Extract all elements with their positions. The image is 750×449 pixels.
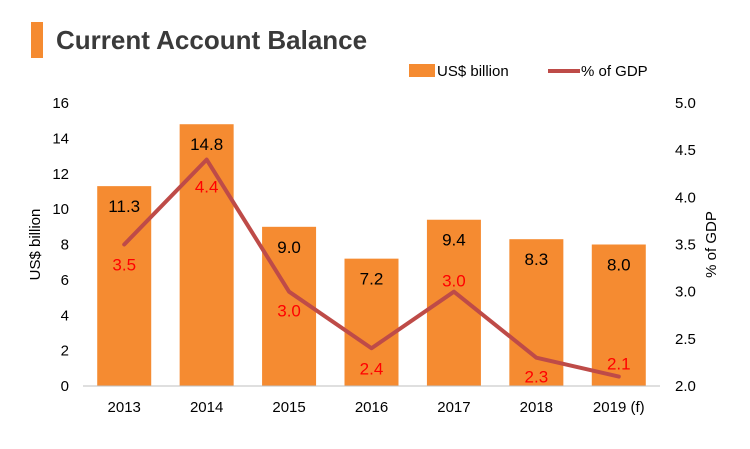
bar: [344, 258, 399, 386]
x-tick-label: 2013: [108, 399, 141, 416]
x-tick-label: 2014: [190, 399, 223, 416]
y-tick-label: 12: [52, 166, 69, 183]
y-tick-label: 16: [52, 95, 69, 112]
y2-tick-label: 4.5: [675, 142, 696, 159]
y-tick-label: 14: [52, 130, 69, 147]
bar: [179, 124, 234, 386]
y2-tick-label: 3.5: [675, 237, 696, 254]
x-tick-label: 2018: [520, 399, 553, 416]
line-data-label: 3.0: [277, 302, 301, 321]
bar: [97, 186, 152, 386]
bar-data-label: 8.3: [525, 250, 549, 269]
x-tick-label: 2019 (f): [593, 399, 645, 416]
bar-data-label: 8.0: [607, 256, 631, 275]
line-data-label: 2.1: [607, 355, 631, 374]
title-accent-bar: [31, 22, 43, 58]
bar-data-label: 14.8: [190, 135, 223, 154]
y-tick-label: 10: [52, 201, 69, 218]
y2-tick-label: 5.0: [675, 95, 696, 112]
bar-data-label: 9.0: [277, 238, 301, 257]
x-tick-label: 2015: [272, 399, 305, 416]
bar-data-label: 7.2: [360, 270, 384, 289]
y-tick-label: 0: [61, 378, 69, 395]
line-data-label: 3.0: [442, 272, 466, 291]
line-data-label: 3.5: [112, 256, 136, 275]
chart-title: Current Account Balance: [56, 25, 368, 55]
y2-tick-label: 2.0: [675, 378, 696, 395]
bar: [591, 244, 646, 386]
line-data-label: 2.4: [360, 359, 384, 378]
gdp-line: [122, 157, 621, 379]
legend-swatch-bars: [409, 64, 435, 77]
y2-tick-label: 4.0: [675, 189, 696, 206]
y2-axis-title: % of GDP: [703, 211, 720, 278]
y-axis-title: US$ billion: [27, 209, 44, 281]
y-tick-label: 2: [61, 343, 69, 360]
y2-tick-label: 3.0: [675, 284, 696, 301]
y-tick-label: 8: [61, 237, 69, 254]
legend-label-line: % of GDP: [581, 63, 648, 80]
x-tick-label: 2016: [355, 399, 388, 416]
y2-tick-label: 2.5: [675, 331, 696, 348]
bar-data-label: 11.3: [108, 197, 140, 216]
x-tick-label: 2017: [437, 399, 470, 416]
legend-label-bars: US$ billion: [437, 63, 509, 80]
y-tick-label: 4: [61, 307, 69, 324]
line-data-label: 4.4: [195, 178, 219, 197]
line-data-label: 2.3: [525, 368, 549, 387]
y-tick-label: 6: [61, 272, 69, 289]
bar-data-label: 9.4: [442, 231, 466, 250]
